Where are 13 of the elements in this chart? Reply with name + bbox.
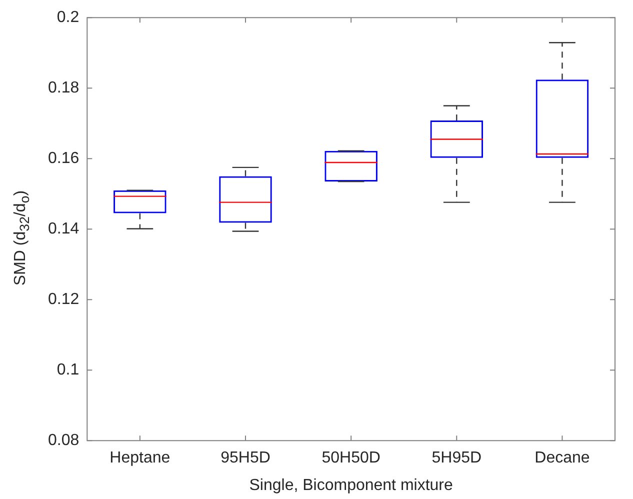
y-tick-label: 0.16 — [48, 150, 80, 168]
x-tick-label: Heptane — [110, 450, 170, 467]
x-axis-title: Single, Bicomponent mixture — [249, 476, 453, 494]
x-tick-label: 5H95D — [432, 450, 482, 467]
y-tick-label: 0.08 — [48, 432, 80, 450]
x-tick-label: 95H5D — [220, 450, 270, 467]
y-tick-label: 0.12 — [48, 291, 80, 308]
x-tick-label: 50H50D — [322, 450, 380, 467]
y-tick-label: 0.14 — [48, 220, 80, 238]
y-tick-label: 0.2 — [56, 9, 80, 26]
y-tick-label: 0.18 — [48, 80, 80, 97]
x-tick-label: Decane — [534, 450, 590, 467]
y-tick-label: 0.1 — [56, 362, 80, 379]
